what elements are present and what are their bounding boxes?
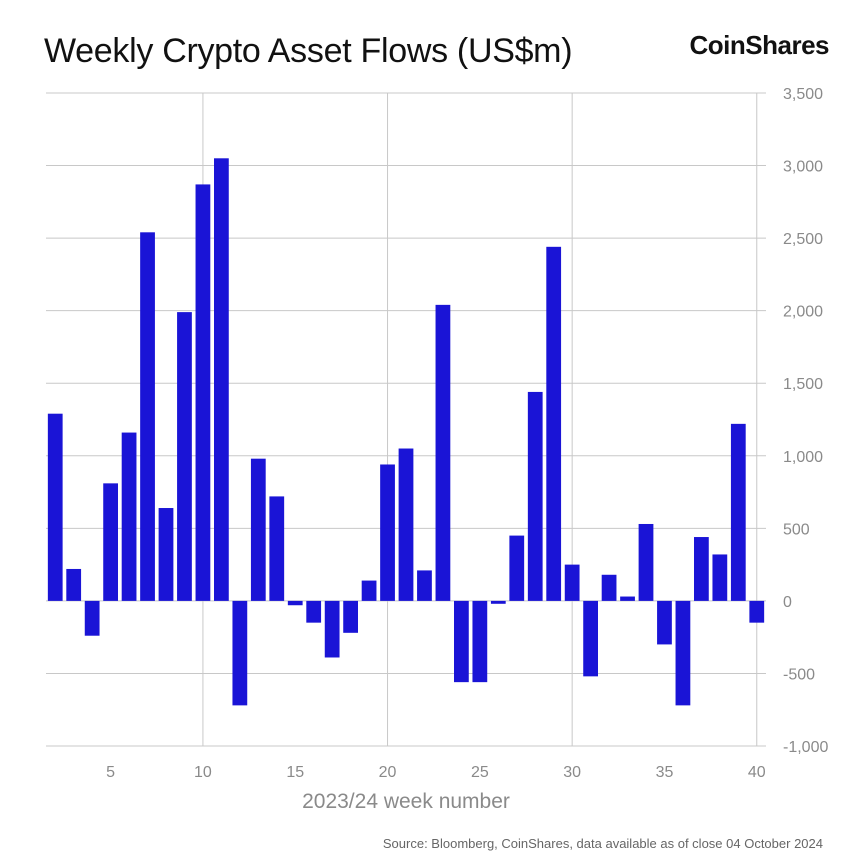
bar-week-17 [324,600,340,658]
bar-week-2 [47,413,63,601]
bar-week-26 [490,600,506,604]
bar-week-32 [601,574,617,601]
bar-week-10 [195,184,211,601]
source-note: Source: Bloomberg, CoinShares, data avai… [382,836,823,851]
y-tick-label: 1,000 [783,449,823,466]
bar-series [47,158,765,706]
y-tick-label: -1,000 [783,739,828,756]
x-tick-label: 10 [194,764,212,781]
bar-week-29 [546,246,562,601]
y-tick-label: 0 [783,594,792,611]
x-tick-label: 25 [471,764,489,781]
bar-week-33 [620,596,635,601]
bar-week-18 [343,600,358,633]
bar-week-38 [712,554,728,601]
bar-week-31 [583,600,598,677]
y-tick-label: 3,000 [783,159,823,176]
x-axis-title: 2023/24 week number [302,790,510,813]
y-tick-label: 3,500 [783,86,823,103]
x-tick-label: 35 [656,764,674,781]
bar-week-24 [454,600,469,683]
bar-week-27 [509,535,525,601]
bar-week-11 [214,158,229,601]
bar-week-20 [380,464,395,601]
bar-week-13 [250,458,266,601]
bar-week-8 [158,508,174,601]
bar-week-12 [232,600,248,706]
bar-week-34 [638,523,654,601]
bar-week-39 [730,423,746,601]
bar-week-22 [417,570,432,601]
bar-week-28 [527,391,543,601]
x-tick-label: 15 [286,764,304,781]
bar-week-5 [103,483,118,601]
bar-week-23 [435,304,451,601]
y-tick-label: -500 [783,666,815,683]
bar-week-15 [287,600,303,606]
bar-week-3 [66,568,82,601]
brand-logo: CoinShares [689,30,830,60]
y-axis-tick-labels: 3,500 3,000 2,500 2,000 1,500 1,000 500 0 -500 -1… [783,86,828,756]
bar-week-14 [269,496,285,601]
x-tick-label: 30 [563,764,581,781]
bar-week-21 [398,448,414,601]
bar-week-30 [564,564,580,601]
bar-week-36 [675,600,691,706]
bar-week-4 [84,600,100,636]
bar-week-7 [140,232,155,601]
x-tick-label: 20 [379,764,397,781]
bar-week-16 [306,600,322,623]
bar-week-19 [361,580,377,601]
bar-chart: 3,500 3,000 2,500 2,000 1,500 1,000 500 0 -500 -1… [46,86,828,813]
bar-week-35 [657,600,672,645]
bar-week-9 [177,312,192,601]
chart-title: Weekly Crypto Asset Flows (US$m) [44,32,573,70]
y-tick-label: 500 [783,521,810,538]
bar-week-25 [472,600,488,683]
y-tick-label: 2,500 [783,231,823,248]
x-axis-tick-labels: 5 10 15 20 25 30 35 40 [106,764,766,781]
bar-week-40 [749,600,765,623]
y-tick-label: 1,500 [783,376,823,393]
x-tick-label: 5 [106,764,115,781]
y-tick-label: 2,000 [783,304,823,321]
bar-week-37 [694,537,709,601]
x-tick-label: 40 [748,764,766,781]
bar-week-6 [121,432,137,601]
